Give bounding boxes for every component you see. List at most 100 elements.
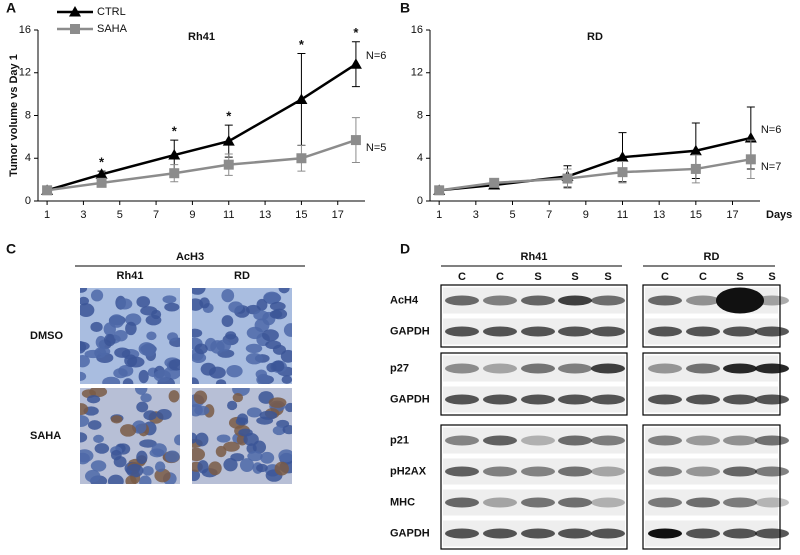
band (591, 497, 625, 508)
band (591, 326, 625, 337)
band (558, 295, 592, 306)
nucleus (93, 434, 104, 443)
nucleus (164, 302, 180, 312)
legend-marker (69, 6, 81, 17)
band (755, 363, 789, 374)
marker (222, 135, 235, 146)
nucleus (113, 330, 128, 342)
blot-label: MHC (390, 496, 415, 508)
nucleus (167, 332, 179, 342)
x-tick-label: 3 (80, 209, 86, 221)
blot-frame (642, 284, 781, 348)
nucleus (199, 297, 210, 309)
marker (689, 144, 702, 156)
blot-frame (440, 352, 628, 416)
nucleus (117, 298, 133, 310)
band (483, 435, 517, 446)
end-label: N=5 (366, 142, 387, 154)
nucleus (90, 321, 103, 333)
x-tick-label: 7 (546, 209, 552, 221)
nucleus (108, 314, 125, 328)
marker (616, 151, 629, 162)
nucleus (136, 401, 149, 413)
y-tick-label: 16 (19, 24, 31, 36)
band (591, 295, 625, 306)
nucleus (192, 469, 201, 482)
nucleus (154, 468, 171, 483)
marker (350, 135, 361, 146)
band (558, 528, 592, 539)
nucleus (262, 329, 279, 342)
histology-image (192, 288, 292, 384)
row-label: SAHA (30, 430, 61, 442)
band (445, 295, 479, 306)
y-tick-label: 8 (25, 109, 31, 121)
lane-label: S (571, 271, 578, 283)
band (483, 394, 517, 405)
band (716, 287, 764, 314)
legend-label: CTRL (97, 6, 126, 18)
x-tick-label: 11 (223, 209, 234, 221)
band (686, 394, 720, 405)
band (521, 295, 555, 306)
nucleus (192, 328, 203, 338)
marker (168, 149, 181, 160)
marker (223, 159, 234, 170)
band (445, 497, 479, 508)
band (445, 466, 479, 477)
chart-title: RD (587, 31, 603, 43)
nucleus (114, 347, 131, 358)
nucleus (140, 306, 158, 316)
nucleus (113, 368, 128, 379)
x-tick-label: 5 (117, 209, 123, 221)
significance-star: * (353, 25, 359, 40)
blot-frame (440, 424, 628, 550)
band (558, 466, 592, 477)
x-tick-label: 15 (295, 209, 307, 221)
band (483, 326, 517, 337)
nucleus (230, 453, 245, 462)
nucleus (238, 428, 253, 437)
nucleus (223, 441, 240, 452)
nucleus (153, 369, 171, 382)
x-tick-label: 17 (726, 209, 738, 221)
nucleus (94, 347, 107, 359)
nucleus (125, 475, 137, 484)
panel-label: C (6, 241, 16, 257)
nucleus (269, 301, 286, 311)
nucleus (138, 369, 149, 384)
nucleus (216, 434, 231, 443)
band (686, 435, 720, 446)
nucleus (80, 371, 87, 382)
nucleus (80, 341, 90, 351)
band (723, 497, 757, 508)
nucleus (85, 469, 101, 483)
nucleus (80, 449, 94, 463)
series-line (46, 138, 357, 192)
nucleus (139, 439, 157, 448)
nucleus (151, 443, 167, 457)
band (445, 363, 479, 374)
significance-star: * (99, 155, 105, 170)
nucleus (223, 458, 238, 472)
band (591, 528, 625, 539)
x-tick-label: 3 (473, 209, 479, 221)
nucleus (192, 377, 199, 384)
end-label: N=6 (366, 50, 387, 62)
panel-label: A (6, 0, 16, 16)
nucleus (232, 393, 243, 403)
band (648, 435, 682, 446)
nucleus (228, 301, 244, 313)
band (521, 435, 555, 446)
series-line (438, 158, 752, 192)
series-line (439, 136, 752, 192)
blot-label: p27 (390, 362, 409, 374)
nucleus (200, 362, 216, 376)
nucleus (256, 463, 268, 473)
nucleus (192, 404, 203, 417)
chart-title: Rh41 (188, 31, 215, 43)
band (648, 326, 682, 337)
band (445, 394, 479, 405)
x-tick-label: 1 (44, 209, 50, 221)
